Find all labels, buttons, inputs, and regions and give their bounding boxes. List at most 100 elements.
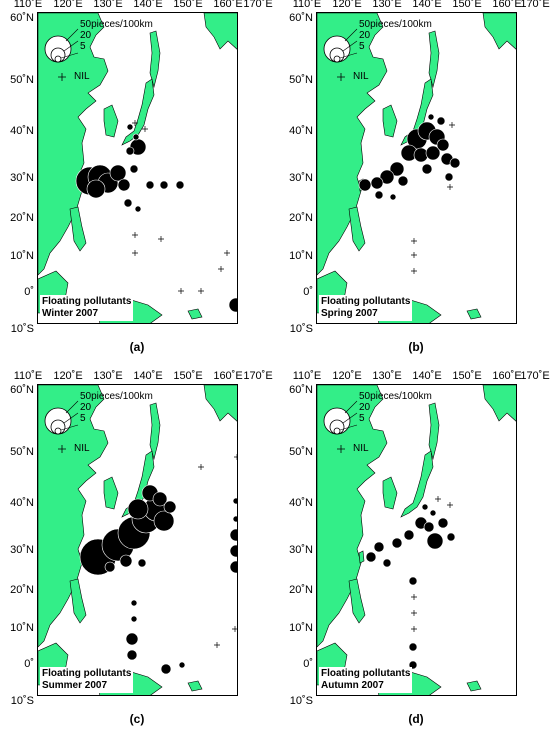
pacific-islands [466, 308, 482, 320]
legend-label-20: 20 [359, 30, 371, 41]
lat-label: 30˚N [10, 172, 34, 184]
nil-cross [58, 73, 66, 81]
lat-label: 10˚N [10, 622, 34, 634]
season-title: Floating pollutants Spring 2007 [319, 295, 413, 321]
lon-label: 140˚E [412, 0, 442, 10]
pacific-islands [187, 308, 203, 320]
lat-label: 10˚N [10, 250, 34, 262]
korea [382, 104, 398, 138]
lat-label: 60˚N [10, 12, 34, 24]
title-line1: Floating pollutants [321, 296, 411, 307]
lon-label: 130˚E [93, 370, 123, 382]
korea [103, 104, 119, 138]
legend-label-50: 50pieces/100km [80, 19, 153, 30]
nil-cross [337, 73, 345, 81]
lon-label: 160˚E [492, 370, 522, 382]
pollutant-crosses-summer [198, 454, 237, 648]
panel-caption: (d) [408, 712, 424, 726]
lat-label: 20˚N [289, 584, 313, 596]
kamchatka-coast [149, 402, 161, 461]
sakhalin-region [482, 13, 516, 50]
lon-label: 160˚E [213, 0, 243, 10]
map-frame: 50pieces/100km 20 5 NIL Floating polluta… [37, 384, 238, 696]
pollutant-markers-spring [358, 113, 461, 201]
philippines [348, 206, 366, 252]
lat-label: 20˚N [10, 584, 34, 596]
lon-label: 140˚E [412, 370, 442, 382]
title-line2: Spring 2007 [321, 308, 378, 319]
title-line2: Autumn 2007 [321, 680, 384, 691]
map-frame: 50pieces/100km 20 5 NIL Floating polluta… [316, 12, 517, 324]
taiwan [358, 550, 365, 564]
panel-caption: (c) [129, 712, 145, 726]
panel-c: 110˚E 120˚E 130˚E 140˚E 150˚E 160˚E 170˚… [0, 370, 273, 732]
season-title: Floating pollutants Autumn 2007 [319, 667, 413, 693]
kamchatka-coast [428, 30, 440, 89]
legend-labels: 50pieces/100km 20 5 [80, 19, 153, 52]
kamchatka-coast [149, 30, 161, 89]
lat-label: 50˚N [10, 74, 34, 86]
lat-label: 30˚N [289, 544, 313, 556]
lon-label: 170˚E [520, 370, 550, 382]
map-svg [38, 385, 237, 695]
legend-label-5: 5 [359, 413, 365, 424]
lon-label: 170˚E [520, 0, 550, 10]
pollutant-crosses-spring [411, 122, 455, 274]
legend-labels: 50pieces/100km 20 5 [359, 19, 432, 52]
philippines [69, 578, 87, 624]
legend-label-20: 20 [359, 402, 371, 413]
legend-label-50: 50pieces/100km [359, 391, 432, 402]
lat-label: 40˚N [289, 497, 313, 509]
lat-label: 40˚N [10, 497, 34, 509]
asia-mainland [38, 13, 109, 276]
lat-label: 10˚N [289, 250, 313, 262]
lat-label: 60˚N [10, 384, 34, 396]
title-line1: Floating pollutants [42, 296, 132, 307]
lat-label: 30˚N [10, 544, 34, 556]
lat-label: 20˚N [10, 212, 34, 224]
lat-label: 60˚N [289, 384, 313, 396]
sakhalin-region [482, 385, 516, 422]
legend-labels: 50pieces/100km 20 5 [80, 391, 153, 424]
lat-label: 0˚ [24, 286, 34, 298]
legend-circle-5 [54, 427, 62, 435]
legend-leader-lines [339, 28, 358, 59]
lon-label: 150˚E [173, 370, 203, 382]
legend-label-5: 5 [80, 41, 86, 52]
title-line2: Summer 2007 [42, 680, 108, 691]
asia-mainland [317, 385, 388, 648]
panel-b: 110˚E 120˚E 130˚E 140˚E 150˚E 160˚E 170˚… [279, 0, 550, 360]
pollutant-markers-winter [75, 123, 237, 313]
pacific-islands [466, 680, 482, 692]
lat-label: 0˚ [303, 286, 313, 298]
panel-d: 110˚E 120˚E 130˚E 140˚E 150˚E 160˚E 170˚… [279, 370, 550, 732]
panel-a: 110˚E 120˚E 130˚E 140˚E 150˚E 160˚E 170˚… [0, 0, 273, 360]
legend-label-5: 5 [359, 41, 365, 52]
lon-label: 110˚E [13, 370, 43, 382]
legend-circle-5 [333, 55, 341, 63]
pacific-islands [187, 680, 203, 692]
pollutant-crosses-autumn [411, 496, 453, 632]
lon-label: 150˚E [452, 0, 482, 10]
lat-label: 50˚N [10, 446, 34, 458]
season-title: Floating pollutants Winter 2007 [40, 295, 134, 321]
map-svg [317, 13, 516, 323]
japan [400, 450, 434, 518]
legend-leader-lines [60, 400, 79, 431]
lat-label: 60˚N [289, 12, 313, 24]
lat-label: 40˚N [289, 125, 313, 137]
nil-label: NIL [353, 71, 369, 82]
pollutant-markers-autumn [365, 503, 456, 670]
lat-label: 40˚N [10, 125, 34, 137]
season-title: Floating pollutants Summer 2007 [40, 667, 134, 693]
lon-label: 160˚E [213, 370, 243, 382]
lat-label: 20˚N [289, 212, 313, 224]
lon-label: 110˚E [13, 0, 43, 10]
pollutant-crosses-winter [132, 120, 230, 294]
title-line2: Winter 2007 [42, 308, 99, 319]
pollutant-markers-summer [79, 484, 237, 675]
nil-label: NIL [74, 443, 90, 454]
lon-label: 140˚E [133, 370, 163, 382]
lon-label: 170˚E [243, 0, 273, 10]
legend-label-20: 20 [80, 30, 92, 41]
